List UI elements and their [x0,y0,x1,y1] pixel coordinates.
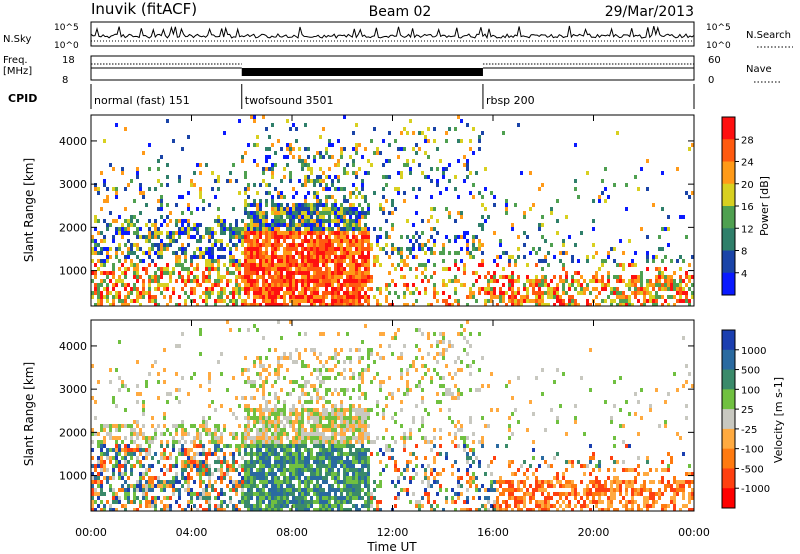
x-axis-label: Time UT [366,540,417,554]
xtick-label-4: 16:00 [477,526,509,539]
velBar-tick-2: 100 [741,385,760,396]
powerBar-tick-3: 16 [741,202,754,213]
power-colorbar: 28 24 20 16 12 8 4 [721,116,754,296]
nsearch-label: N.Search [746,30,791,41]
freq-tick-bottom: 8 [62,75,68,86]
powerBar-tick-6: 4 [741,269,747,280]
freq-trace [91,63,694,76]
power-colorbar-label: Power [dB] [758,176,771,236]
freq-label-top: Freq. [3,55,28,66]
nave-tick-bottom: 0 [708,75,714,86]
velBar-tick-5: -100 [741,445,764,456]
nsky-strip: N.Sky 10^5 10^0 10^5 10^0 N.Search [3,21,793,51]
nsearch-tick-bottom: 10^0 [706,41,731,51]
powerBar-tick-4: 12 [741,224,754,235]
velBar-tick-0: 1000 [741,346,766,357]
power-panel: 1000 2000 3000 4000 [59,114,695,307]
velBar-tick-1: 500 [741,366,760,377]
nave-label: Nave [746,64,772,75]
xtick-label-6: 00:00 [678,526,710,539]
velocity-ylabel: Slant Range [km] [22,362,36,466]
velocity-panel: 1000 2000 3000 4000 [59,319,695,512]
freq-strip: Freq. [MHz] 18 8 60 0 Nave [3,55,780,86]
freq-label-bottom: [MHz] [3,66,32,77]
velocity-heatmap [91,320,694,511]
v-ytick-label: 2000 [59,426,87,439]
powerBar-tick-5: 8 [741,247,747,258]
beam-title: Beam 02 [369,4,432,20]
p-ytick-label: 1000 [59,265,87,278]
xtick-label-5: 20:00 [578,526,610,539]
freq-tick-top: 18 [62,55,75,66]
station-title: Inuvik (fitACF) [91,0,197,18]
p-ytick-label: 2000 [59,221,87,234]
velocity-colorbar: 1000 500 100 25 -25 -100 -500 -1000 [721,329,770,509]
velocity-colorbar-label: Velocity [m s-1] [772,377,785,463]
xtick-label-2: 08:00 [276,526,308,539]
powerBar-tick-0: 28 [741,135,754,146]
nave-tick-top: 60 [708,55,721,66]
cpid-strip: CPID normal (fast) 151 twofsound 3501 rbsp… [8,84,695,109]
p-ytick-label: 3000 [59,178,87,191]
xtick-label-1: 04:00 [176,526,208,539]
cpid-label: CPID [8,92,37,105]
date-title: 29/Mar/2013 [605,4,694,20]
cpid-segment-1: twofsound 3501 [245,94,334,107]
nsky-tick-top: 10^5 [54,23,79,33]
nsearch-tick-top: 10^5 [706,23,731,33]
v-ytick-label: 4000 [59,340,87,353]
cpid-segment-0: normal (fast) 151 [94,94,190,107]
p-ytick-label: 4000 [59,135,87,148]
velBar-tick-4: -25 [741,425,757,436]
v-ytick-label: 1000 [59,470,87,483]
powerBar-tick-1: 24 [741,158,754,169]
velBar-tick-7: -1000 [741,484,770,495]
power-ylabel: Slant Range [km] [22,158,36,262]
cpid-segment-2: rbsp 200 [486,94,535,107]
powerBar-tick-2: 20 [741,180,754,191]
nsky-trace [90,25,695,42]
velBar-tick-3: 25 [741,405,754,416]
v-ytick-label: 3000 [59,383,87,396]
xtick-label-3: 12:00 [377,526,409,539]
nsky-tick-bottom: 10^0 [54,41,79,51]
nsky-label: N.Sky [3,34,31,45]
velBar-tick-6: -500 [741,464,764,475]
power-heatmap [91,115,694,306]
xtick-label-0: 00:00 [75,526,107,539]
